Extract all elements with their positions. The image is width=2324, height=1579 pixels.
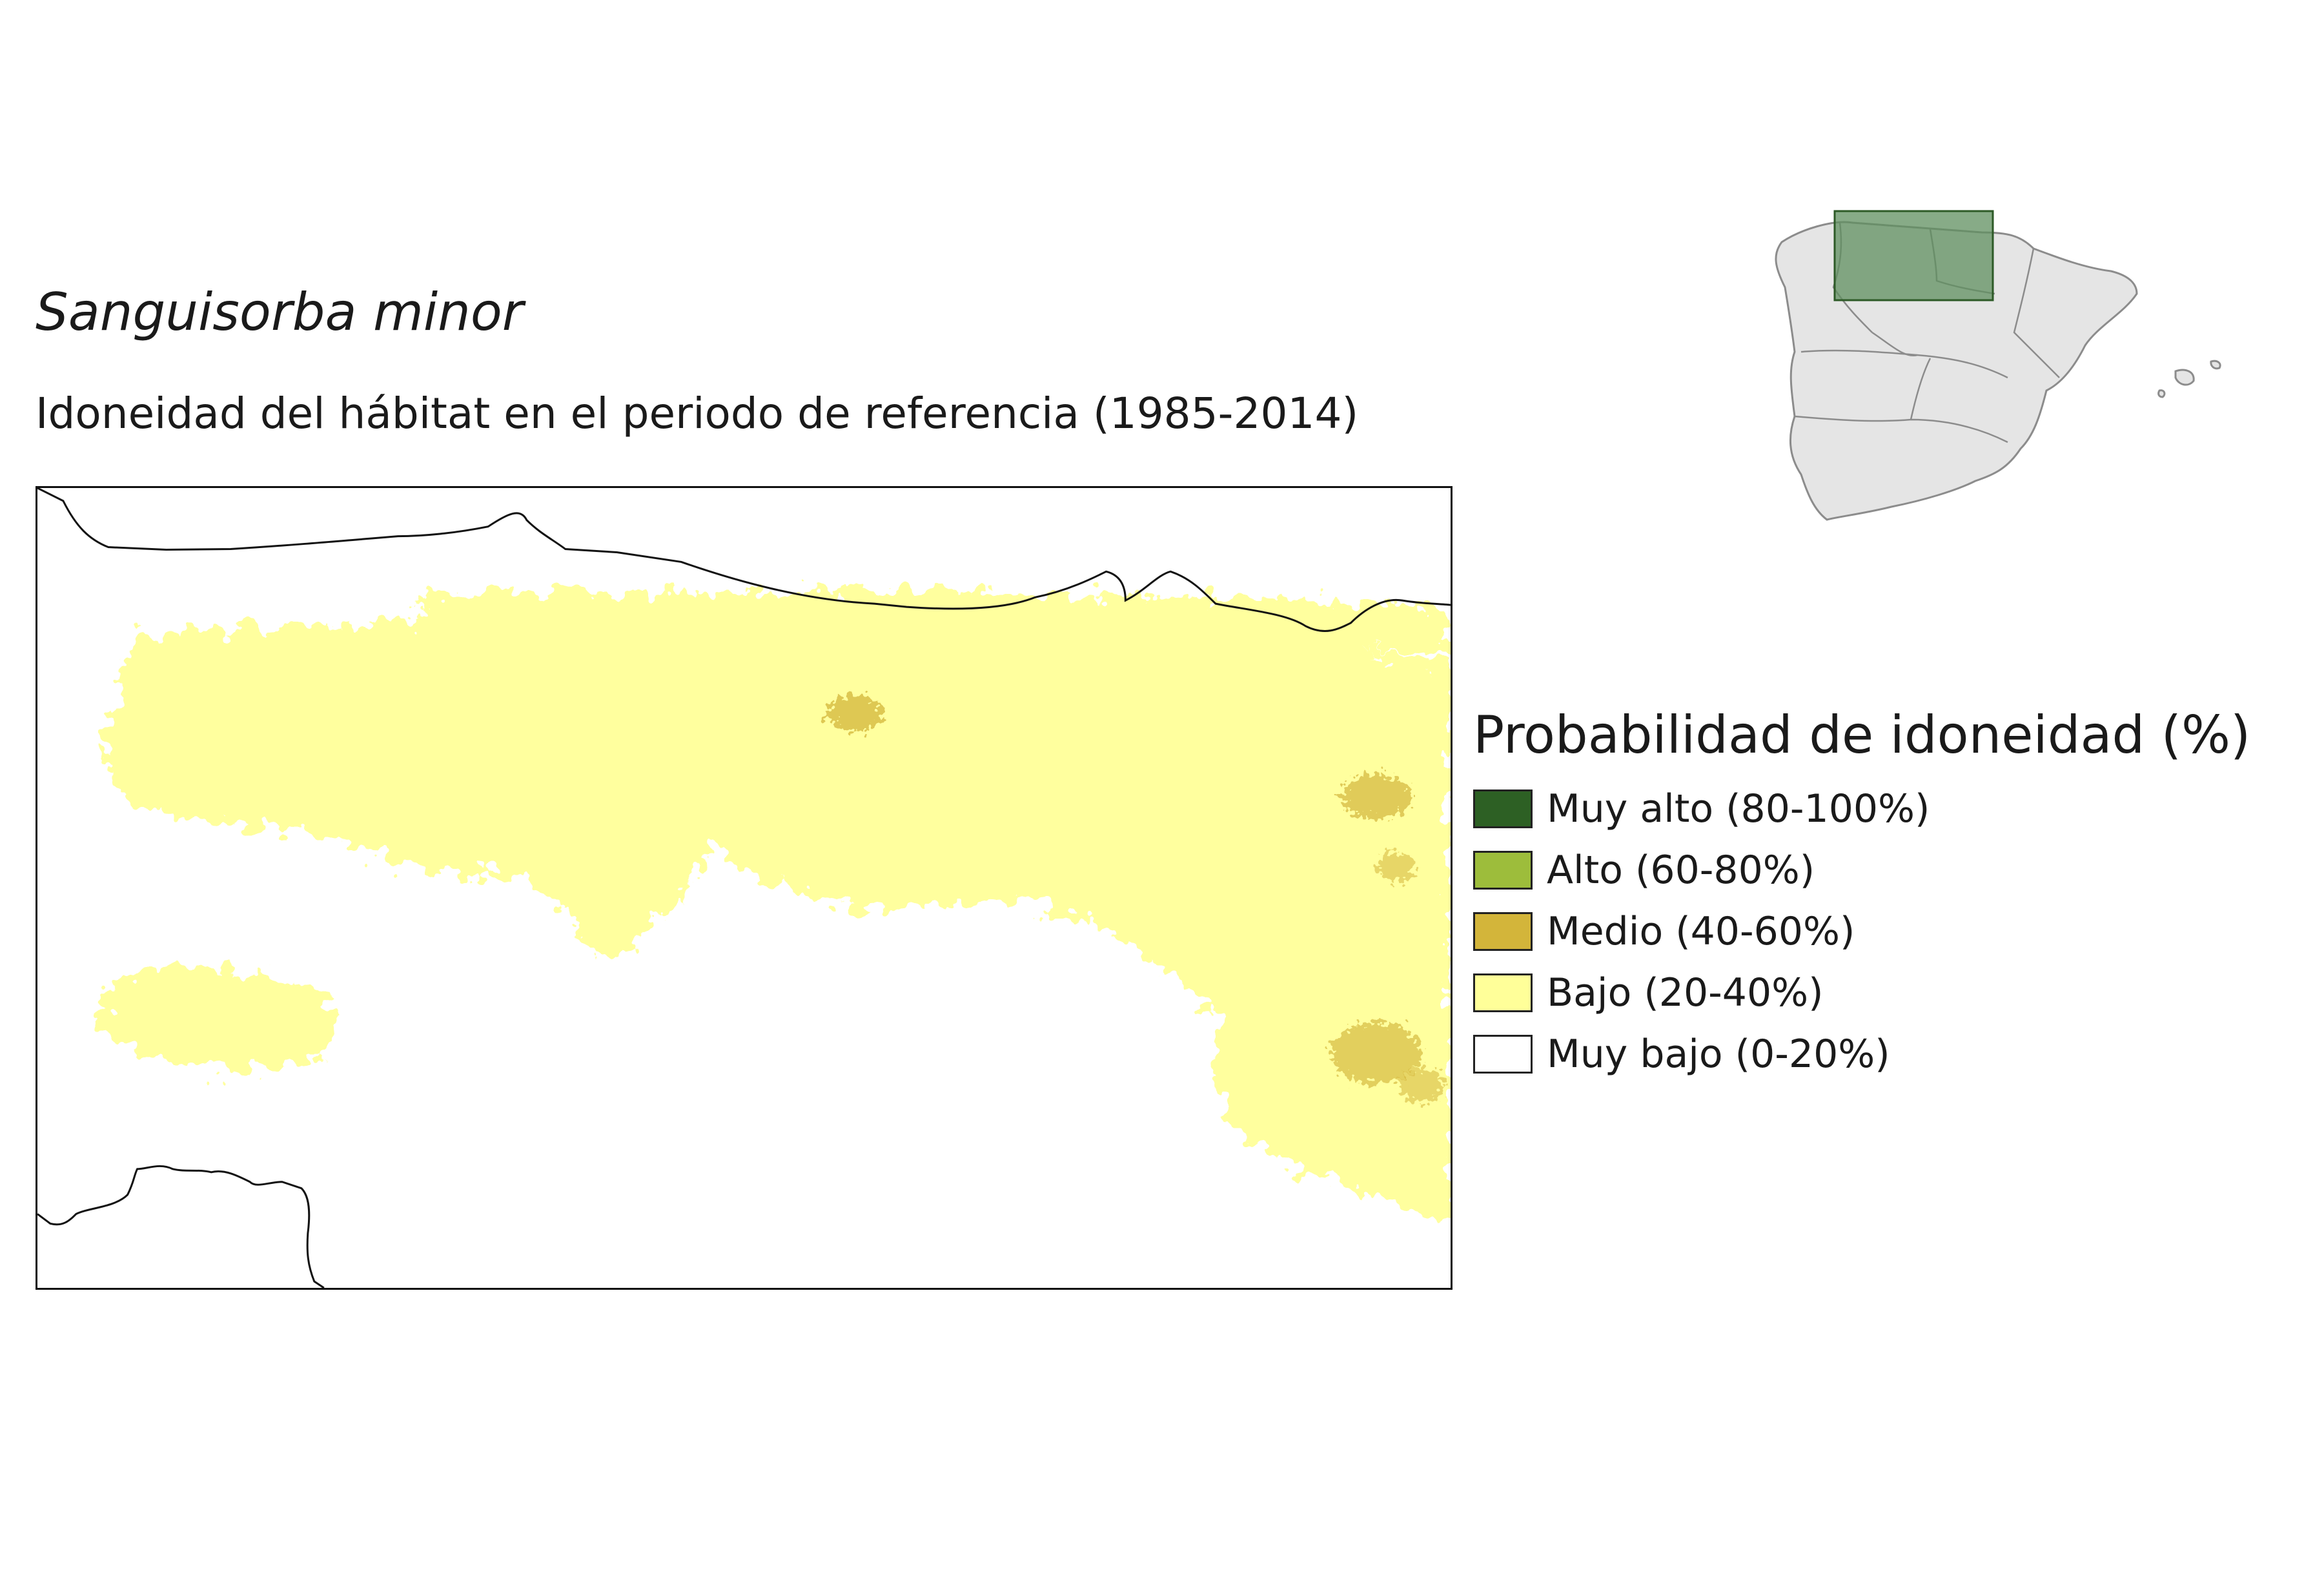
- balearic-islands: [2157, 360, 2221, 398]
- legend-item-bajo: Bajo (20-40%): [1473, 962, 2250, 1023]
- legend-item-alto: Alto (60-80%): [1473, 839, 2250, 901]
- map-subtitle: Idoneidad del hábitat en el periodo de r…: [36, 389, 1359, 438]
- bajo-region-north: [109, 604, 1451, 1221]
- bajo-suitability-area: [101, 589, 1451, 1221]
- legend-swatch-muy-alto: [1473, 789, 1533, 828]
- legend-title: Probabilidad de idoneidad (%): [1473, 705, 2251, 765]
- study-area-highlight: [1833, 210, 1994, 301]
- inset-locator-map: [1762, 197, 2227, 584]
- medio-suitability-patches: [826, 695, 1445, 1103]
- inset-canvas: [1775, 210, 2221, 521]
- species-title: Sanguisorba minor: [36, 282, 524, 342]
- legend-swatch-muy-bajo: [1473, 1034, 1533, 1074]
- bajo-region-coast: [423, 589, 1451, 655]
- legend-label-alto: Alto (60-80%): [1547, 847, 1815, 893]
- southwest-border: [37, 1165, 325, 1288]
- legend-item-muy-bajo: Muy bajo (0-20%): [1473, 1023, 2250, 1085]
- map-canvas: [37, 488, 1451, 1288]
- legend-swatch-medio: [1473, 912, 1533, 951]
- legend-item-muy-alto: Muy alto (80-100%): [1473, 778, 2250, 839]
- legend-label-muy-bajo: Muy bajo (0-20%): [1547, 1031, 1890, 1077]
- legend-label-bajo: Bajo (20-40%): [1547, 970, 1824, 1015]
- legend-label-muy-alto: Muy alto (80-100%): [1547, 786, 1930, 831]
- legend-label-medio: Medio (40-60%): [1547, 908, 1855, 954]
- north-coastline: [37, 488, 1451, 633]
- bajo-region-southwest: [101, 966, 338, 1072]
- habitat-suitability-map: [36, 486, 1452, 1290]
- legend-item-medio: Medio (40-60%): [1473, 901, 2250, 962]
- legend-swatch-bajo: [1473, 973, 1533, 1012]
- legend: Probabilidad de idoneidad (%) Muy alto (…: [1473, 707, 2250, 1085]
- legend-swatch-alto: [1473, 850, 1533, 890]
